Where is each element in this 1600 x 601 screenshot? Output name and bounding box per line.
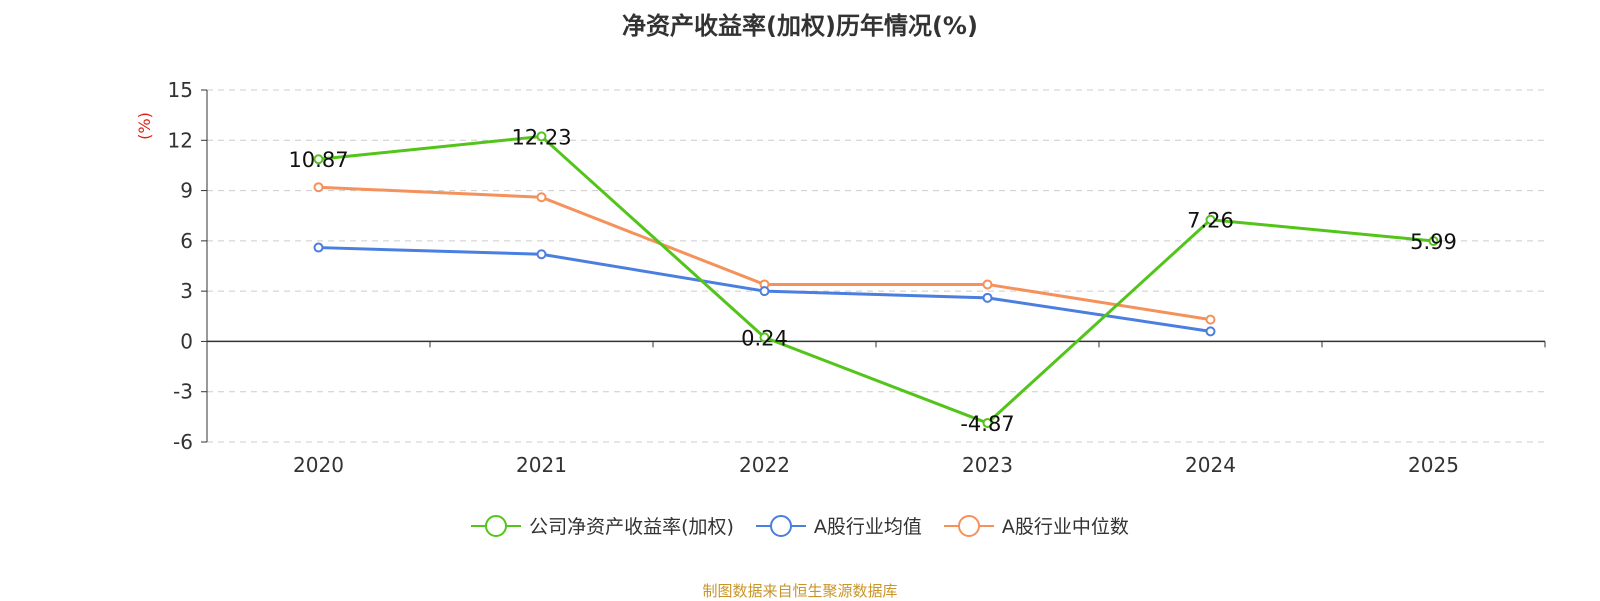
data-point: [536, 192, 547, 203]
x-tick-label: 2025: [1408, 453, 1459, 477]
data-point: [982, 418, 993, 429]
data-point: [313, 154, 324, 165]
series-line: [318, 185, 1211, 322]
x-tick-label: 2021: [516, 453, 567, 477]
legend-marker-icon: [471, 514, 522, 537]
data-label: -4.87: [960, 412, 1014, 436]
source-note: 制图数据来自恒生聚源数据库: [702, 582, 898, 600]
y-axis-label: (%): [135, 112, 154, 140]
y-tick-label: -3: [173, 380, 193, 404]
data-point: [1428, 236, 1439, 247]
x-tick-label: 2020: [293, 453, 344, 477]
data-point: [1205, 314, 1216, 325]
legend-label: A股行业中位数: [1001, 516, 1129, 538]
data-point: [982, 279, 993, 290]
data-point: [536, 131, 547, 142]
legend-item[interactable]: 公司净资产收益率(加权): [471, 512, 734, 539]
data-point: [759, 286, 770, 297]
data-label: 10.87: [288, 148, 348, 172]
y-tick-label: 3: [180, 279, 193, 303]
chart-title: 净资产收益率(加权)历年情况(%): [622, 12, 978, 40]
x-tick-label: 2024: [1185, 453, 1236, 477]
series-line: [318, 134, 1434, 425]
data-label: 12.23: [511, 125, 571, 149]
data-label: 0.24: [741, 326, 788, 350]
y-tick-label: 12: [168, 128, 193, 152]
y-tick-label: 15: [168, 78, 193, 102]
data-point: [759, 332, 770, 343]
data-point: [982, 292, 993, 303]
y-tick-label: 0: [180, 329, 193, 353]
y-tick-label: -6: [173, 430, 193, 454]
data-point: [1205, 214, 1216, 225]
legend-marker-icon: [943, 514, 994, 537]
legend-label: 公司净资产收益率(加权): [529, 516, 734, 538]
x-tick-label: 2022: [739, 453, 790, 477]
legend-marker-icon: [755, 514, 806, 537]
y-tick-label: 6: [180, 229, 193, 253]
legend-item[interactable]: A股行业均值: [755, 512, 922, 539]
data-label: 5.99: [1410, 230, 1457, 254]
data-labels: 10.87 12.23 0.24 -4.87 7.26 5.99: [288, 125, 1456, 436]
grid-lines: [207, 89, 1545, 443]
legend: 公司净资产收益率(加权) A股行业均值 A股行业中位数: [0, 512, 1600, 539]
legend-item[interactable]: A股行业中位数: [943, 512, 1129, 539]
data-point: [536, 249, 547, 260]
legend-label: A股行业均值: [813, 516, 922, 538]
data-point: [313, 182, 324, 193]
x-tick-label: 2023: [962, 453, 1013, 477]
data-point: [1205, 326, 1216, 337]
data-point: [313, 242, 324, 253]
axes: 15 12 9 6 3 0 -3 -6 2020 2021 2022 2023 2024 2025: [168, 78, 1546, 477]
y-tick-label: 9: [180, 179, 193, 203]
data-label: 7.26: [1187, 209, 1234, 233]
series-lines: [313, 131, 1439, 429]
